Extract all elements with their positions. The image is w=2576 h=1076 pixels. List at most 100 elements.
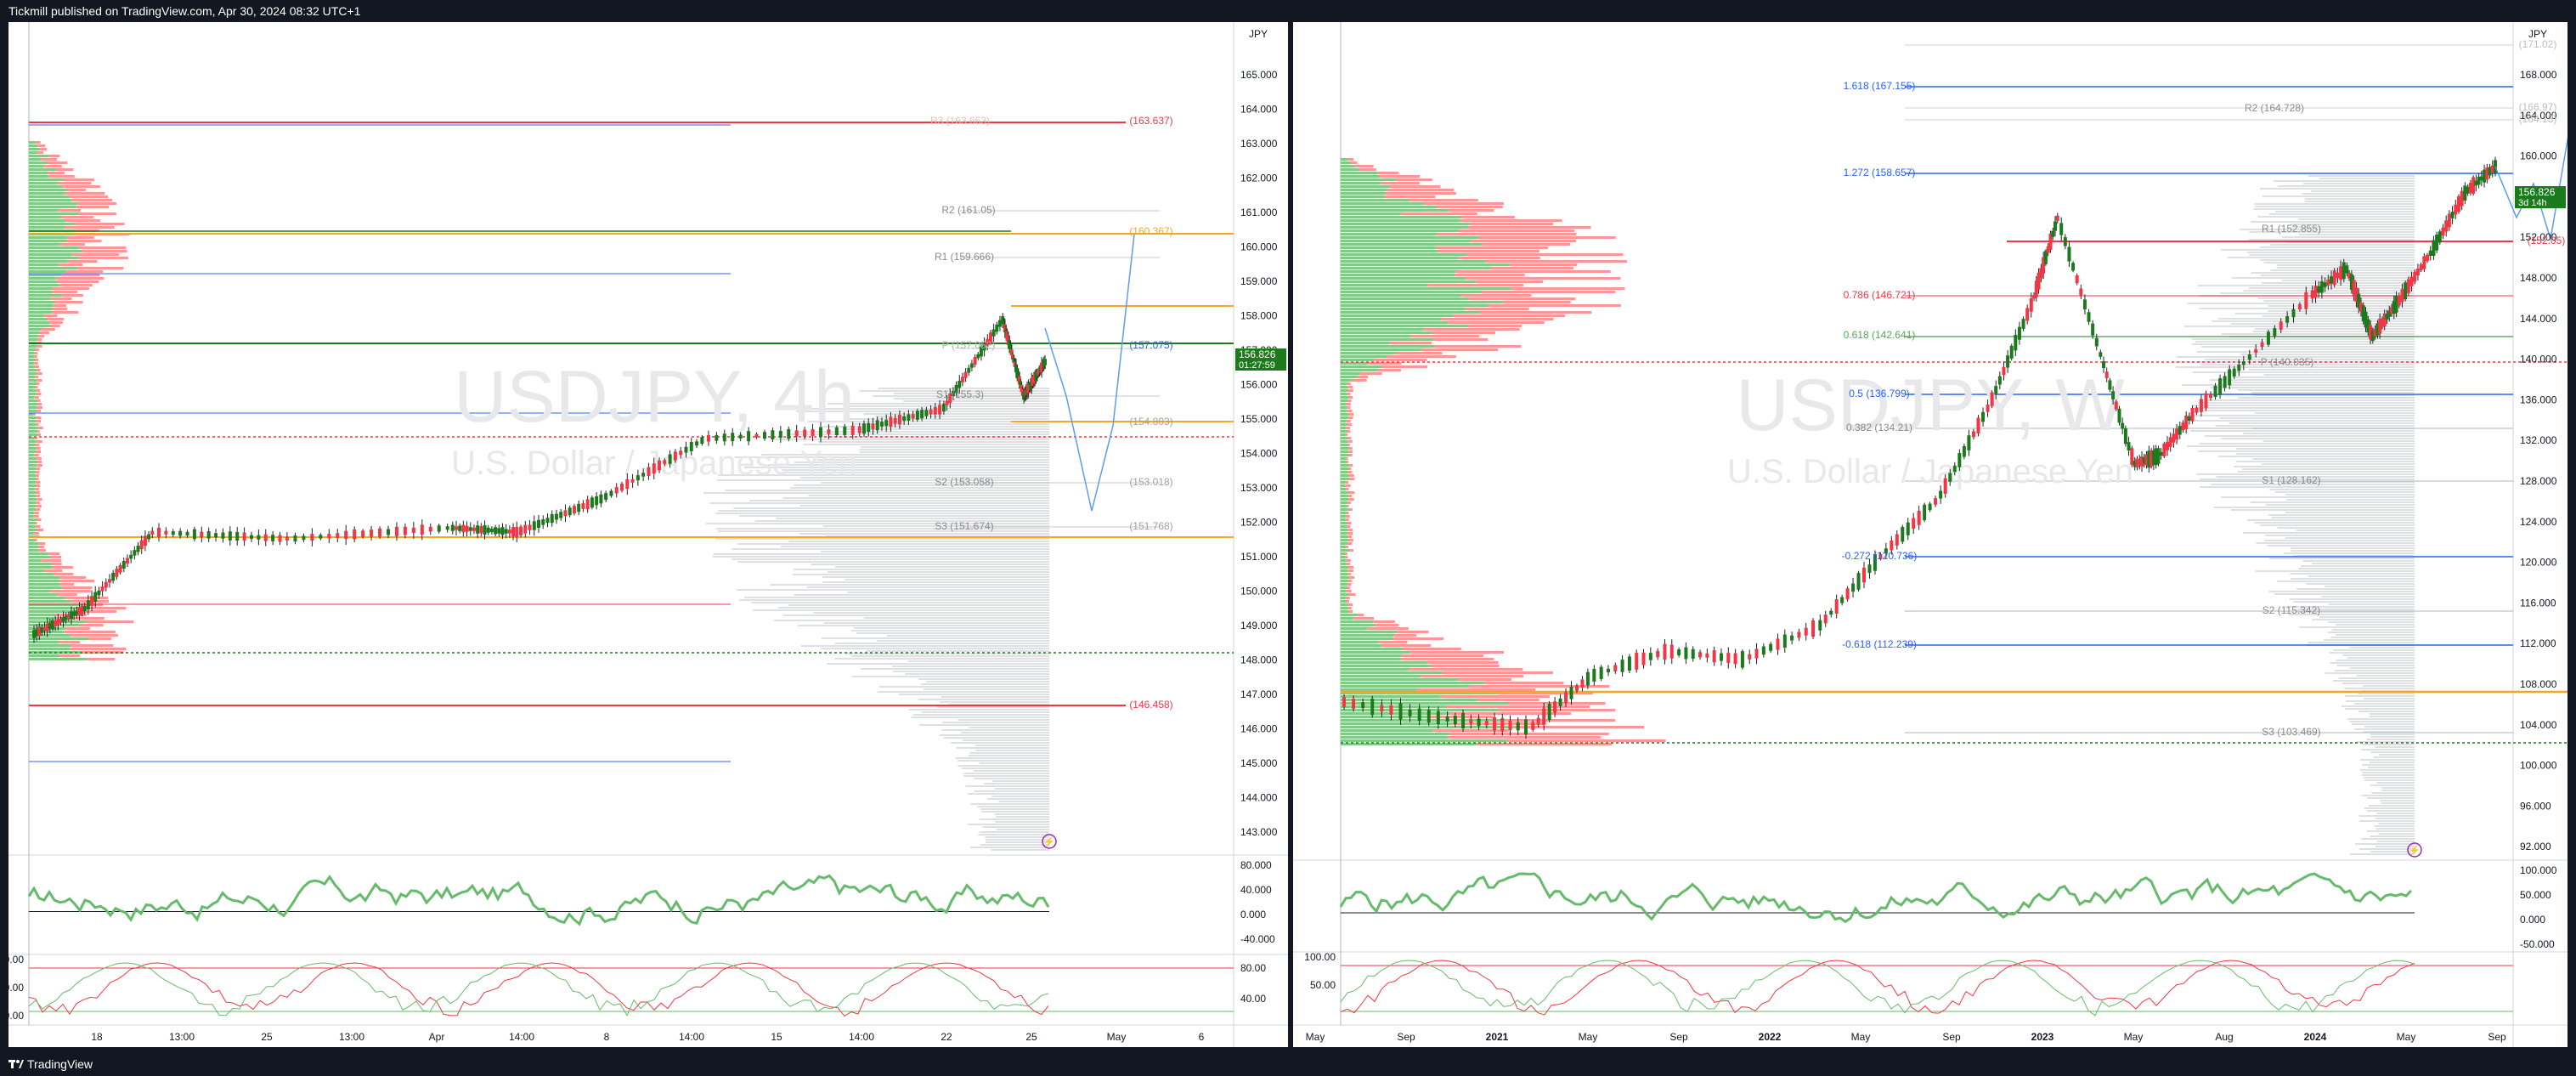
volume-profile-bar (2328, 621, 2415, 623)
candle-body (585, 499, 590, 510)
candle-body (249, 535, 253, 539)
volume-profile-bar (2375, 828, 2415, 830)
left-profile-sell-bar (1349, 491, 1355, 494)
left-profile-buy-bar (29, 583, 60, 586)
volume-profile-bar (2198, 450, 2415, 452)
left-profile-sell-bar (1490, 267, 1573, 269)
candle-body (35, 629, 39, 637)
left-profile-sell-bar (1348, 416, 1353, 419)
price-tick: 161.000 (1240, 207, 1278, 218)
left-profile-buy-bar (1341, 603, 1348, 606)
candle-body (1641, 652, 1646, 665)
candle-body (2422, 256, 2426, 269)
time-tick: 2022 (1759, 1031, 1782, 1043)
volume-profile-bar (2354, 728, 2415, 730)
left-profile-sell-bar (34, 376, 39, 378)
candle-body (420, 524, 424, 535)
left-profile-buy-bar (1341, 733, 1450, 735)
time-tick: 13:00 (169, 1031, 195, 1043)
volume-profile-bar (2296, 530, 2415, 531)
volume-profile-bar (821, 637, 1049, 639)
price-tick: 96.000 (2520, 800, 2551, 812)
left-profile-sell-bar (1508, 702, 1606, 705)
left-profile-buy-bar (29, 226, 65, 229)
volume-profile-bar (753, 609, 1049, 611)
candle-body (1994, 386, 1998, 394)
volume-profile-bar (974, 778, 1049, 779)
left-profile-sell-bar (1410, 335, 1479, 337)
candle-body (2241, 361, 2246, 365)
volume-profile-bar (2277, 185, 2415, 187)
left-profile-sell-bar (36, 478, 39, 480)
left-profile-sell-bar (36, 491, 40, 494)
candle-body (929, 409, 933, 415)
volume-profile-bar (886, 635, 1049, 637)
candle-body (2285, 316, 2290, 323)
countdown-value: 01:27:59 (1239, 360, 1275, 371)
candle-body (515, 526, 519, 537)
level-label: (171.02) (2519, 38, 2557, 50)
chart-canvas-right[interactable]: USDJPY, WU.S. Dollar / Japanese YenJPY16… (1293, 22, 2568, 1047)
left-profile-sell-bar (1345, 433, 1348, 436)
volume-profile-bar (985, 836, 1049, 838)
volume-profile-bar (2257, 297, 2415, 299)
level-label: S1 (155.3) (936, 388, 984, 400)
candle-body (1684, 647, 1688, 660)
candle-body (1017, 376, 1021, 385)
volume-profile-bar (2237, 397, 2415, 399)
volume-profile-bar (2299, 626, 2415, 628)
volume-profile-bar (2349, 721, 2415, 722)
time-tick: 14:00 (849, 1031, 874, 1043)
volume-profile-bar (834, 658, 1049, 660)
candle-body (747, 431, 751, 442)
candle-body (2397, 295, 2401, 306)
left-profile-sell-bar (40, 559, 62, 562)
left-profile-buy-bar (1341, 423, 1349, 426)
volume-profile-bar (979, 818, 1049, 820)
level-label: 0.382 (134.21) (1846, 422, 1912, 433)
volume-profile-bar (2221, 438, 2415, 439)
left-profile-sell-bar (1409, 651, 1505, 654)
candle-body (2342, 262, 2346, 280)
left-profile-buy-bar (29, 518, 37, 521)
volume-profile-bar (777, 607, 1049, 609)
chart-panel-left[interactable]: USDJPY, 4h U.S. Dollar / Japanese Yen JPY 1… (8, 22, 1288, 1047)
left-profile-sell-bar (37, 144, 46, 147)
volume-profile-bar (2249, 231, 2415, 233)
left-profile-buy-bar (29, 277, 56, 280)
left-profile-buy-bar (29, 386, 36, 388)
candle-body (1901, 526, 1905, 542)
left-profile-sell-bar (66, 240, 102, 242)
chart-canvas-left[interactable]: USDJPY, 4hU.S. Dollar / Japanese YenJPY1… (8, 22, 1288, 1047)
volume-profile-bar (2256, 542, 2415, 544)
left-profile-buy-bar (1341, 464, 1350, 467)
volume-profile-bar (975, 750, 1049, 751)
candle-body (1698, 652, 1703, 658)
candle-body (121, 561, 126, 569)
candle-body (2463, 185, 2467, 201)
candle-body (722, 433, 726, 442)
chart-panel-right[interactable]: USDJPY, W U.S. Dollar / Japanese Yen JPY 16… (1293, 22, 2568, 1047)
level-label: (160.367) (1129, 225, 1172, 237)
volume-profile-bar (2369, 716, 2415, 717)
candle-body (1934, 498, 1938, 505)
volume-profile-bar (2192, 405, 2415, 406)
left-profile-buy-bar (1341, 481, 1346, 484)
candle-body (2017, 326, 2021, 340)
candle-body (1352, 698, 1356, 709)
left-profile-buy-bar (29, 637, 89, 640)
candle-body (1020, 384, 1024, 393)
price-tick: 156.000 (1240, 379, 1278, 391)
left-profile-buy-bar (29, 379, 37, 382)
volume-profile-bar (908, 709, 1049, 711)
left-profile-buy-bar (1341, 692, 1499, 694)
left-profile-sell-bar (52, 308, 67, 310)
left-profile-sell-bar (1351, 161, 1358, 164)
left-profile-sell-bar (1427, 716, 1494, 718)
volume-profile-bar (962, 739, 1049, 741)
left-profile-buy-bar (29, 246, 80, 249)
candle-body (2079, 288, 2083, 296)
left-profile-sell-bar (1349, 396, 1353, 399)
left-profile-sell-bar (1377, 172, 1399, 174)
left-profile-sell-bar (39, 331, 50, 334)
